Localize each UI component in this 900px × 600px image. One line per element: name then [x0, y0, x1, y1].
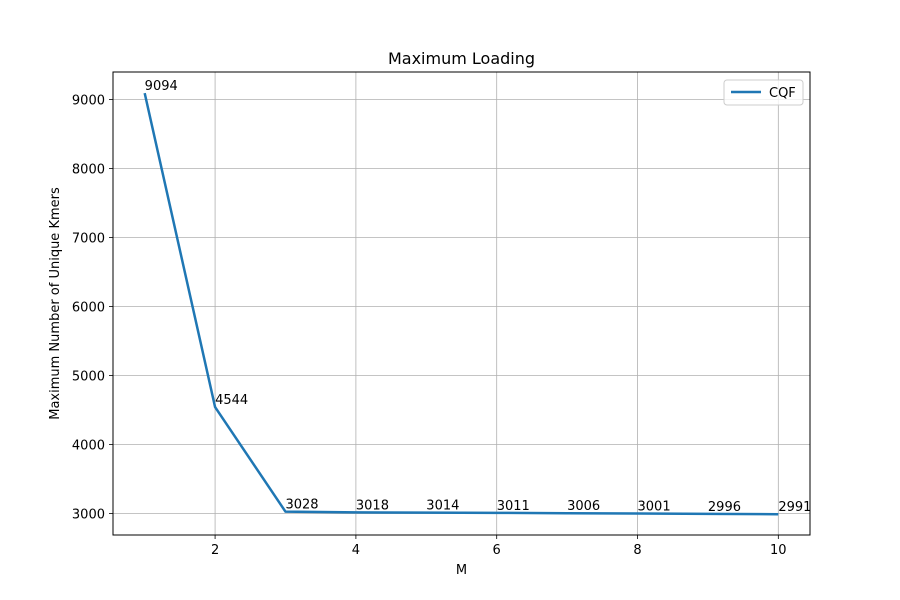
data-labels: 9094 4544 3028 3018 3014 3011 3006 3001 2996 2991	[145, 79, 812, 515]
axis-ticks: 2 4 6 8 10 3000 4000 5000 6000 7000 8000 9000	[72, 94, 787, 558]
y-tick-label-8000: 8000	[72, 163, 105, 178]
x-tick-label-2: 2	[211, 543, 219, 558]
data-label-2: 4544	[215, 393, 248, 408]
y-axis-title: Maximum Number of Unique Kmers	[48, 187, 63, 420]
data-label-6: 3011	[497, 499, 530, 514]
x-tick-label-10: 10	[770, 543, 787, 558]
y-tick-label-5000: 5000	[72, 370, 105, 385]
x-tick-label-8: 8	[633, 543, 641, 558]
data-label-8: 3001	[638, 500, 671, 515]
data-label-5: 3014	[426, 499, 459, 514]
data-label-4: 3018	[356, 498, 389, 513]
x-axis-title: M	[456, 563, 467, 578]
x-tick-label-6: 6	[493, 543, 501, 558]
data-label-10: 2991	[778, 500, 811, 515]
legend-label-cqf: CQF	[769, 86, 796, 101]
y-tick-label-4000: 4000	[72, 439, 105, 454]
legend: CQF	[723, 79, 804, 106]
y-tick-label-6000: 6000	[72, 301, 105, 316]
plot-frame	[112, 71, 811, 536]
chart-title: Maximum Loading	[388, 49, 535, 68]
y-tick-label-7000: 7000	[72, 232, 105, 247]
series-line-cqf	[143, 92, 779, 516]
data-label-3: 3028	[285, 498, 318, 513]
data-label-9: 2996	[708, 500, 741, 515]
series-lines	[143, 92, 779, 516]
x-tick-label-4: 4	[352, 543, 360, 558]
y-tick-label-9000: 9000	[72, 94, 105, 109]
y-tick-label-3000: 3000	[72, 508, 105, 523]
data-label-7: 3006	[567, 499, 600, 514]
grid-lines	[113, 72, 810, 535]
legend-box	[723, 79, 804, 106]
data-label-1: 9094	[145, 79, 178, 94]
